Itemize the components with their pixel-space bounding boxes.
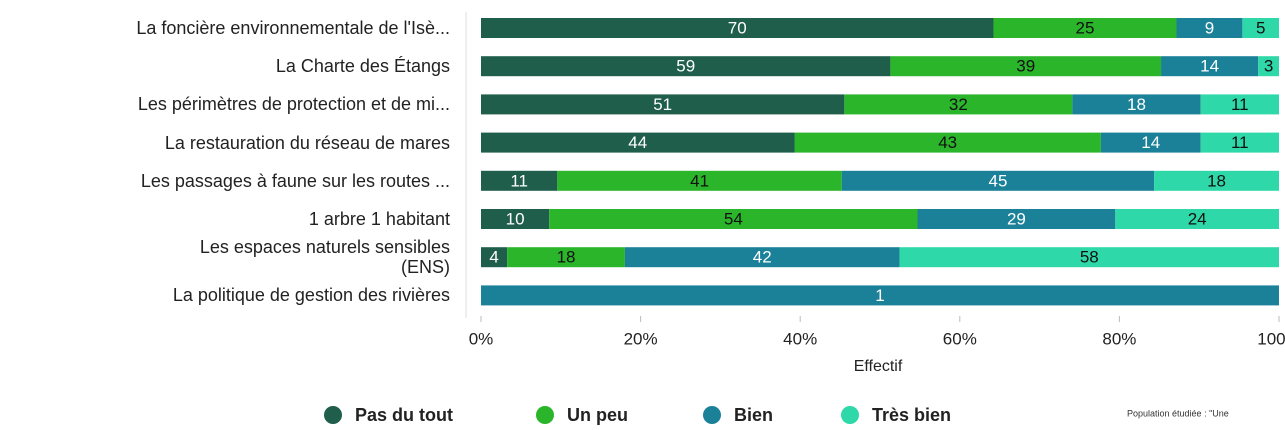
bar-segment	[917, 209, 1116, 229]
bar-segment	[481, 94, 845, 115]
legend-marker	[536, 406, 554, 424]
bar-segment	[1200, 132, 1279, 153]
data-label: 25	[1076, 18, 1095, 37]
bar-segment	[481, 247, 508, 268]
data-label: 54	[724, 209, 743, 228]
x-tick-label: 80%	[1102, 329, 1136, 348]
data-label: 43	[938, 133, 957, 152]
x-tick-label: 20%	[624, 329, 658, 348]
data-label: 5	[1256, 18, 1265, 37]
data-label: 10	[506, 209, 525, 228]
data-label: 11	[1231, 133, 1249, 152]
legend-label: Bien	[734, 405, 773, 425]
bar-segment	[481, 170, 558, 191]
x-tick-label: 0%	[469, 329, 494, 348]
bar-segment	[1154, 170, 1279, 191]
bar-segment	[481, 285, 1279, 306]
bar-segment	[841, 170, 1155, 191]
bar-segment	[1242, 18, 1279, 38]
bar-segment	[1100, 132, 1201, 153]
bar-segment	[481, 209, 550, 229]
bar-segment	[1258, 56, 1279, 77]
data-label: 14	[1200, 57, 1219, 76]
data-label: 44	[628, 133, 647, 152]
bar-segment	[993, 18, 1177, 38]
category-label: La politique de gestion des rivières	[172, 285, 450, 306]
category-label: 1 arbre 1 habitant	[308, 209, 450, 229]
category-label: La Charte des Étangs	[275, 56, 450, 77]
legend-marker	[324, 406, 342, 424]
legend-marker	[703, 406, 721, 424]
data-label: 4	[489, 248, 498, 267]
category-label: Les périmètres de protection et de mi...	[137, 94, 450, 115]
bar-segment	[1072, 94, 1201, 115]
data-label: 1	[875, 286, 884, 305]
data-label: 14	[1141, 133, 1160, 152]
data-label: 32	[949, 95, 968, 114]
data-label: 24	[1188, 209, 1207, 228]
category-label: Les espaces naturels sensibles (ENS)	[199, 237, 450, 278]
data-label: 18	[557, 248, 576, 267]
category-label: Les passages à faune sur les routes ...	[140, 170, 450, 191]
bar-segment	[549, 209, 918, 229]
category-label: La restauration du réseau de mares	[164, 132, 450, 153]
data-label: 45	[989, 171, 1008, 190]
data-label: 70	[728, 18, 747, 37]
data-label: 18	[1207, 171, 1226, 190]
legend-label: Très bien	[872, 405, 951, 425]
data-label: 11	[510, 171, 528, 190]
legend-marker	[841, 406, 859, 424]
legend-label: Un peu	[567, 405, 628, 425]
x-tick-label: 40%	[783, 329, 817, 348]
footnote: Population étudiée : "Une	[1127, 408, 1229, 418]
bar-segment	[1200, 94, 1279, 115]
data-label: 18	[1127, 95, 1146, 114]
bar-segment	[624, 247, 900, 268]
data-label: 11	[1231, 95, 1249, 114]
bar-segment	[481, 132, 795, 153]
bar-segment	[481, 56, 891, 77]
x-tick-label: 100%	[1257, 329, 1285, 348]
bar-segment	[557, 170, 842, 191]
bar-segment	[899, 247, 1279, 268]
data-label: 3	[1264, 57, 1273, 76]
data-label: 9	[1205, 18, 1214, 37]
data-label: 51	[653, 95, 672, 114]
bar-segment	[507, 247, 625, 268]
bar-segment	[890, 56, 1162, 77]
bar-segment	[1176, 18, 1243, 38]
data-label: 58	[1080, 248, 1099, 267]
x-axis-title: Effectif	[854, 358, 903, 375]
data-label: 29	[1007, 209, 1026, 228]
bar-segment	[844, 94, 1073, 115]
bar-segment	[481, 18, 994, 38]
x-tick-label: 60%	[943, 329, 977, 348]
data-label: 39	[1016, 57, 1035, 76]
data-label: 59	[676, 57, 695, 76]
data-label: 42	[753, 248, 772, 267]
category-label: La foncière environnementale de l'Isè...	[136, 18, 450, 38]
bar-segment	[794, 132, 1101, 153]
bar-segment	[1161, 56, 1259, 77]
legend-label: Pas du tout	[355, 405, 453, 425]
bar-segment	[1115, 209, 1279, 229]
data-label: 41	[690, 171, 709, 190]
